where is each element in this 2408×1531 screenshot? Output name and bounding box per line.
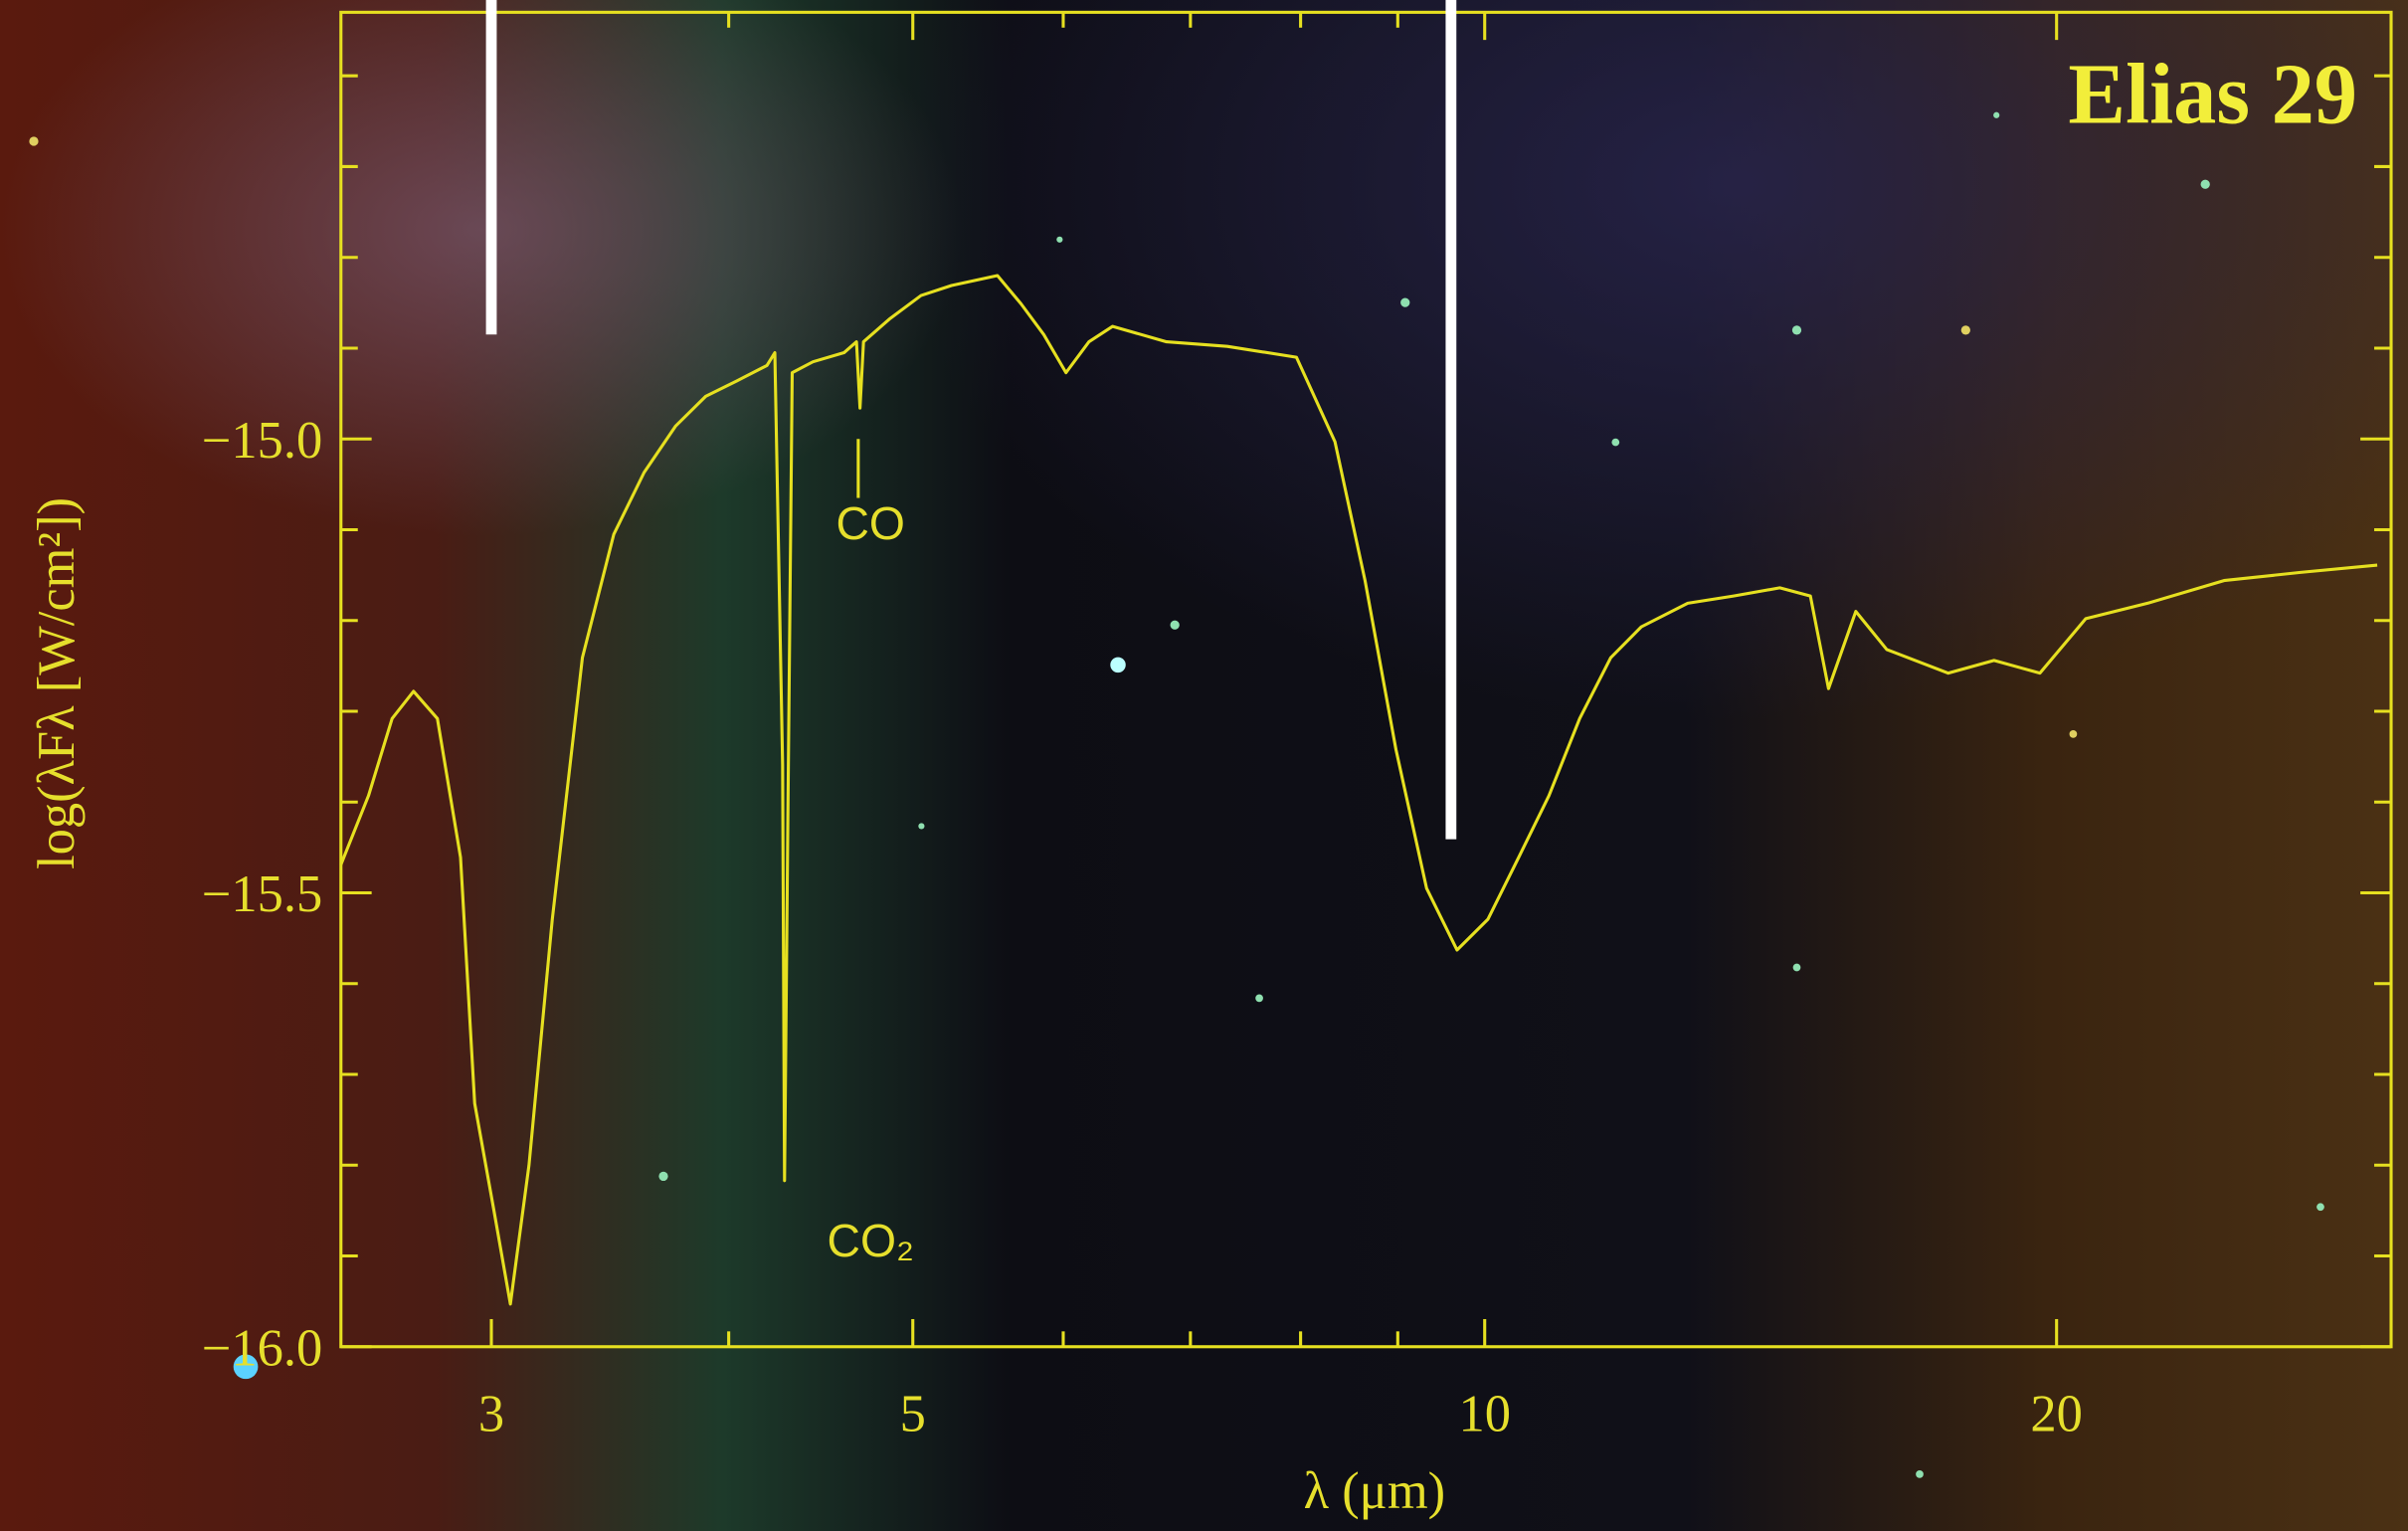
- star: [2069, 729, 2078, 738]
- star: [1611, 438, 1620, 447]
- star: [233, 1354, 259, 1380]
- star: [1110, 657, 1126, 673]
- star: [1792, 963, 1801, 972]
- star: [1791, 325, 1802, 335]
- star: [2316, 1203, 2324, 1212]
- stars: [29, 111, 2324, 1478]
- annotation: CO: [835, 497, 904, 549]
- star: [2200, 179, 2210, 189]
- star: [1255, 994, 1263, 1003]
- x-tick-label: 20: [2030, 1386, 2082, 1443]
- annotation: CO₂: [828, 1215, 914, 1266]
- star: [1993, 111, 2000, 118]
- x-tick-label: 10: [1458, 1386, 1510, 1443]
- chart-title: Elias 29: [2068, 46, 2357, 141]
- star: [918, 823, 925, 830]
- y-tick-label: −15.0: [202, 412, 322, 470]
- star: [658, 1171, 668, 1182]
- star: [1960, 325, 1970, 335]
- spectrum-line: [339, 274, 2378, 1306]
- star: [1400, 297, 1410, 307]
- plot-frame: [339, 10, 2393, 1349]
- y-axis-label: log(λFλ [W/cm²]): [28, 497, 86, 869]
- x-tick-label: 3: [478, 1386, 504, 1443]
- star: [1916, 1470, 1924, 1478]
- star: [29, 136, 39, 146]
- star: [1056, 236, 1063, 243]
- x-axis-label: λ (μm): [1304, 1462, 1445, 1520]
- y-tick-label: −15.5: [202, 865, 322, 923]
- y-tick-label: −16.0: [202, 1319, 322, 1377]
- x-tick-label: 5: [900, 1386, 926, 1443]
- star: [1170, 620, 1180, 630]
